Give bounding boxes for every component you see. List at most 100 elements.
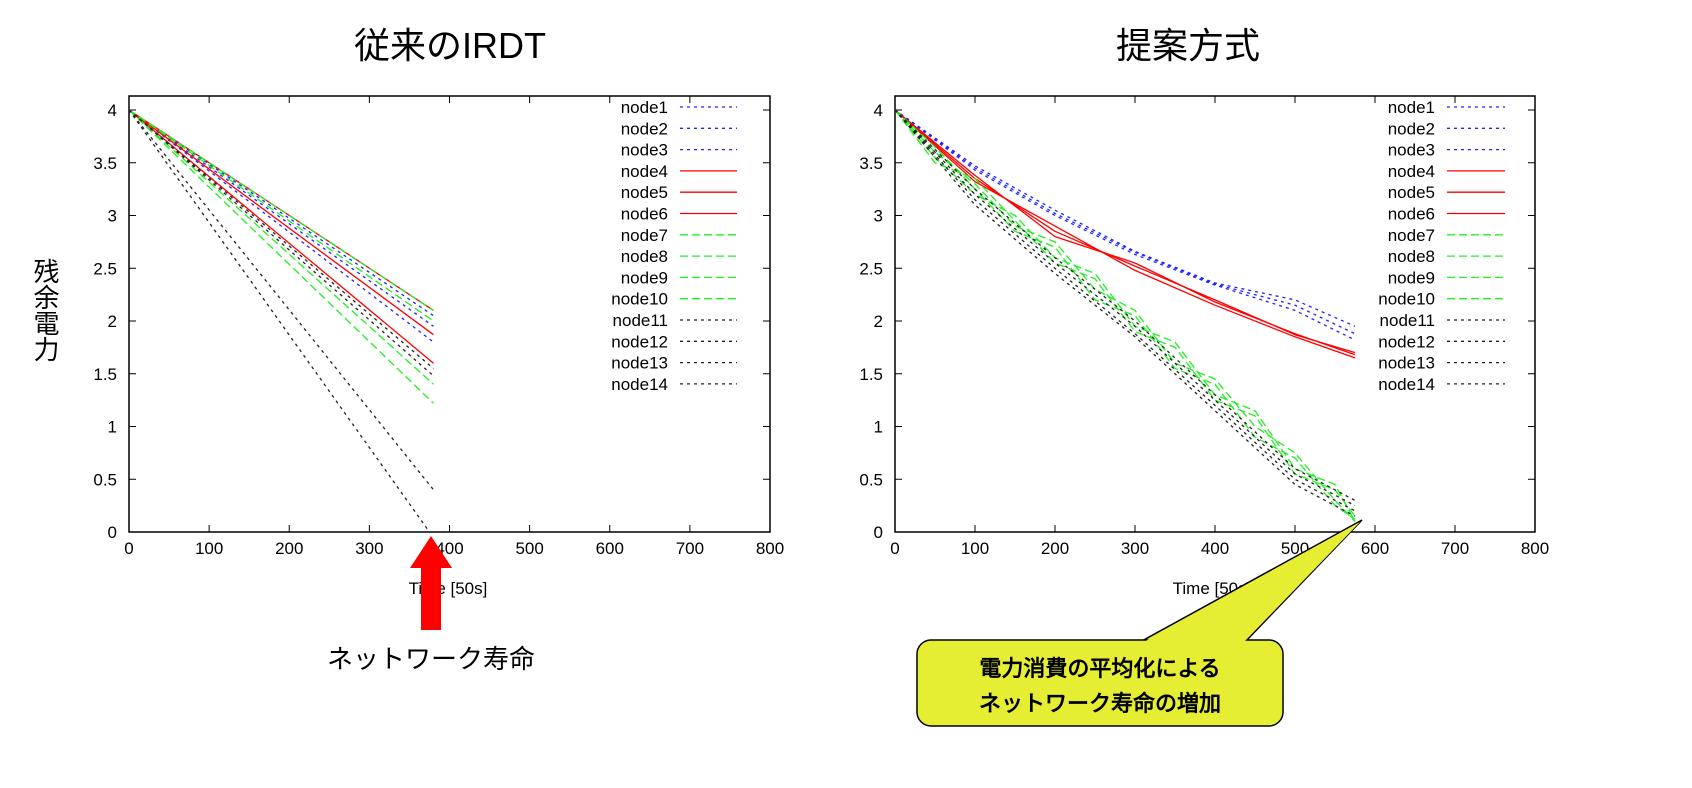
y-tick-label: 2.5 [859, 259, 883, 278]
legend-label-node8: node8 [1388, 247, 1435, 266]
callout-box: 電力消費の平均化による ネットワーク寿命の増加 [916, 519, 1363, 727]
legend-label-node9: node9 [621, 268, 668, 287]
y-tick-label: 1 [108, 418, 117, 437]
x-tick-label: 200 [275, 539, 303, 558]
legend-label-node11: node11 [613, 311, 668, 330]
series-line-node1 [894, 109, 1356, 335]
series-line-node10 [128, 109, 434, 322]
y-tick-label: 1.5 [93, 365, 117, 384]
legend-label-node14: node14 [1378, 375, 1435, 394]
series-line-node14 [894, 109, 1356, 517]
series-line-node9 [128, 109, 434, 404]
legend-label-node1: node1 [1388, 98, 1435, 117]
series-line-node13 [128, 109, 435, 491]
legend-label-node5: node5 [1388, 183, 1435, 202]
legend-label-node2: node2 [621, 119, 668, 138]
y-tick-label: 3.5 [859, 154, 883, 173]
y-axis-label: 残余電力 [30, 258, 60, 362]
legend-label-node9: node9 [1388, 268, 1435, 287]
series-line-node7 [128, 109, 434, 311]
legend-label-node1: node1 [621, 98, 668, 117]
x-tick-label: 0 [124, 539, 133, 558]
x-tick-label: 400 [435, 539, 463, 558]
series-line-node6 [894, 109, 1356, 356]
legend-label-node7: node7 [1388, 226, 1435, 245]
y-tick-label: 1.5 [859, 365, 883, 384]
legend-label-node14: node14 [611, 375, 668, 394]
x-tick-label: 700 [676, 539, 704, 558]
legend-label-node6: node6 [1388, 205, 1435, 224]
legend-label-node7: node7 [621, 226, 668, 245]
chart-title: 提案方式 [1116, 25, 1260, 66]
series-line-node14 [128, 109, 431, 533]
series-line-node1 [128, 109, 434, 317]
legend-label-node3: node3 [621, 141, 668, 160]
legend-label-node4: node4 [1388, 162, 1435, 181]
series-line-node12 [894, 109, 1356, 512]
x-axis-label: Time [50s] [409, 579, 488, 598]
chart-title: 従来のIRDT [354, 25, 546, 66]
y-tick-label: 0 [874, 523, 883, 542]
x-tick-label: 600 [596, 539, 624, 558]
series-line-node3 [894, 109, 1356, 341]
series-line-node5 [128, 109, 434, 336]
x-tick-label: 300 [1121, 539, 1149, 558]
y-tick-label: 3 [874, 207, 883, 226]
legend-label-node5: node5 [621, 183, 668, 202]
legend-label-node12: node12 [1378, 332, 1435, 351]
chart-conventional-irdt: 従来のIRDT 0 100 200 300 400 500 600 700 800 0 0.5 1 1.5… [93, 25, 784, 598]
legend-label-node13: node13 [611, 354, 668, 373]
y-tick-label: 4 [874, 101, 883, 120]
series-line-node11 [894, 109, 1356, 507]
y-tick-label: 3 [108, 207, 117, 226]
series-line-node3 [128, 109, 434, 343]
legend-label-node10: node10 [1378, 290, 1435, 309]
x-tick-label: 800 [1521, 539, 1549, 558]
legend-label-node6: node6 [621, 205, 668, 224]
legend-label-node11: node11 [1380, 311, 1435, 330]
series-line-node7 [894, 109, 1356, 522]
up-arrow-icon [410, 536, 452, 630]
series-line-node13 [894, 109, 1356, 501]
plot-frame [894, 95, 1536, 533]
series-line-node5 [894, 109, 1356, 359]
y-tick-label: 2.5 [93, 259, 117, 278]
legend-label-node12: node12 [611, 332, 668, 351]
legend-label-node2: node2 [1388, 119, 1435, 138]
y-tick-label: 2 [108, 312, 117, 331]
y-tick-label: 0.5 [859, 470, 883, 489]
legend-label-node3: node3 [1388, 141, 1435, 160]
callout-line-1: 電力消費の平均化による [979, 656, 1220, 681]
network-lifetime-label: ネットワーク寿命 [327, 644, 535, 674]
x-tick-label: 200 [1041, 539, 1069, 558]
x-tick-label: 800 [756, 539, 784, 558]
x-tick-label: 300 [355, 539, 383, 558]
y-tick-label: 2 [874, 312, 883, 331]
series-line-node2 [894, 109, 1356, 327]
series-line-node12 [128, 109, 434, 377]
legend-label-node13: node13 [1378, 354, 1435, 373]
x-tick-label: 100 [195, 539, 223, 558]
legend-label-node8: node8 [621, 247, 668, 266]
x-tick-label: 700 [1441, 539, 1469, 558]
callout-line-2: ネットワーク寿命の増加 [979, 691, 1221, 716]
series-line-node8 [128, 109, 434, 385]
x-tick-label: 600 [1361, 539, 1389, 558]
y-tick-label: 0 [108, 523, 117, 542]
x-tick-label: 100 [961, 539, 989, 558]
y-tick-label: 1 [874, 418, 883, 437]
legend-label-node10: node10 [611, 290, 668, 309]
series-line-node6 [128, 109, 434, 364]
legend-label-node4: node4 [621, 162, 668, 181]
x-tick-label: 500 [515, 539, 543, 558]
series-line-node4 [894, 109, 1356, 354]
x-tick-label: 0 [890, 539, 899, 558]
y-tick-label: 4 [108, 101, 117, 120]
y-tick-label: 3.5 [93, 154, 117, 173]
series-line-node2 [128, 109, 434, 327]
x-tick-label: 400 [1201, 539, 1229, 558]
plot-frame [128, 95, 771, 533]
y-tick-label: 0.5 [93, 470, 117, 489]
